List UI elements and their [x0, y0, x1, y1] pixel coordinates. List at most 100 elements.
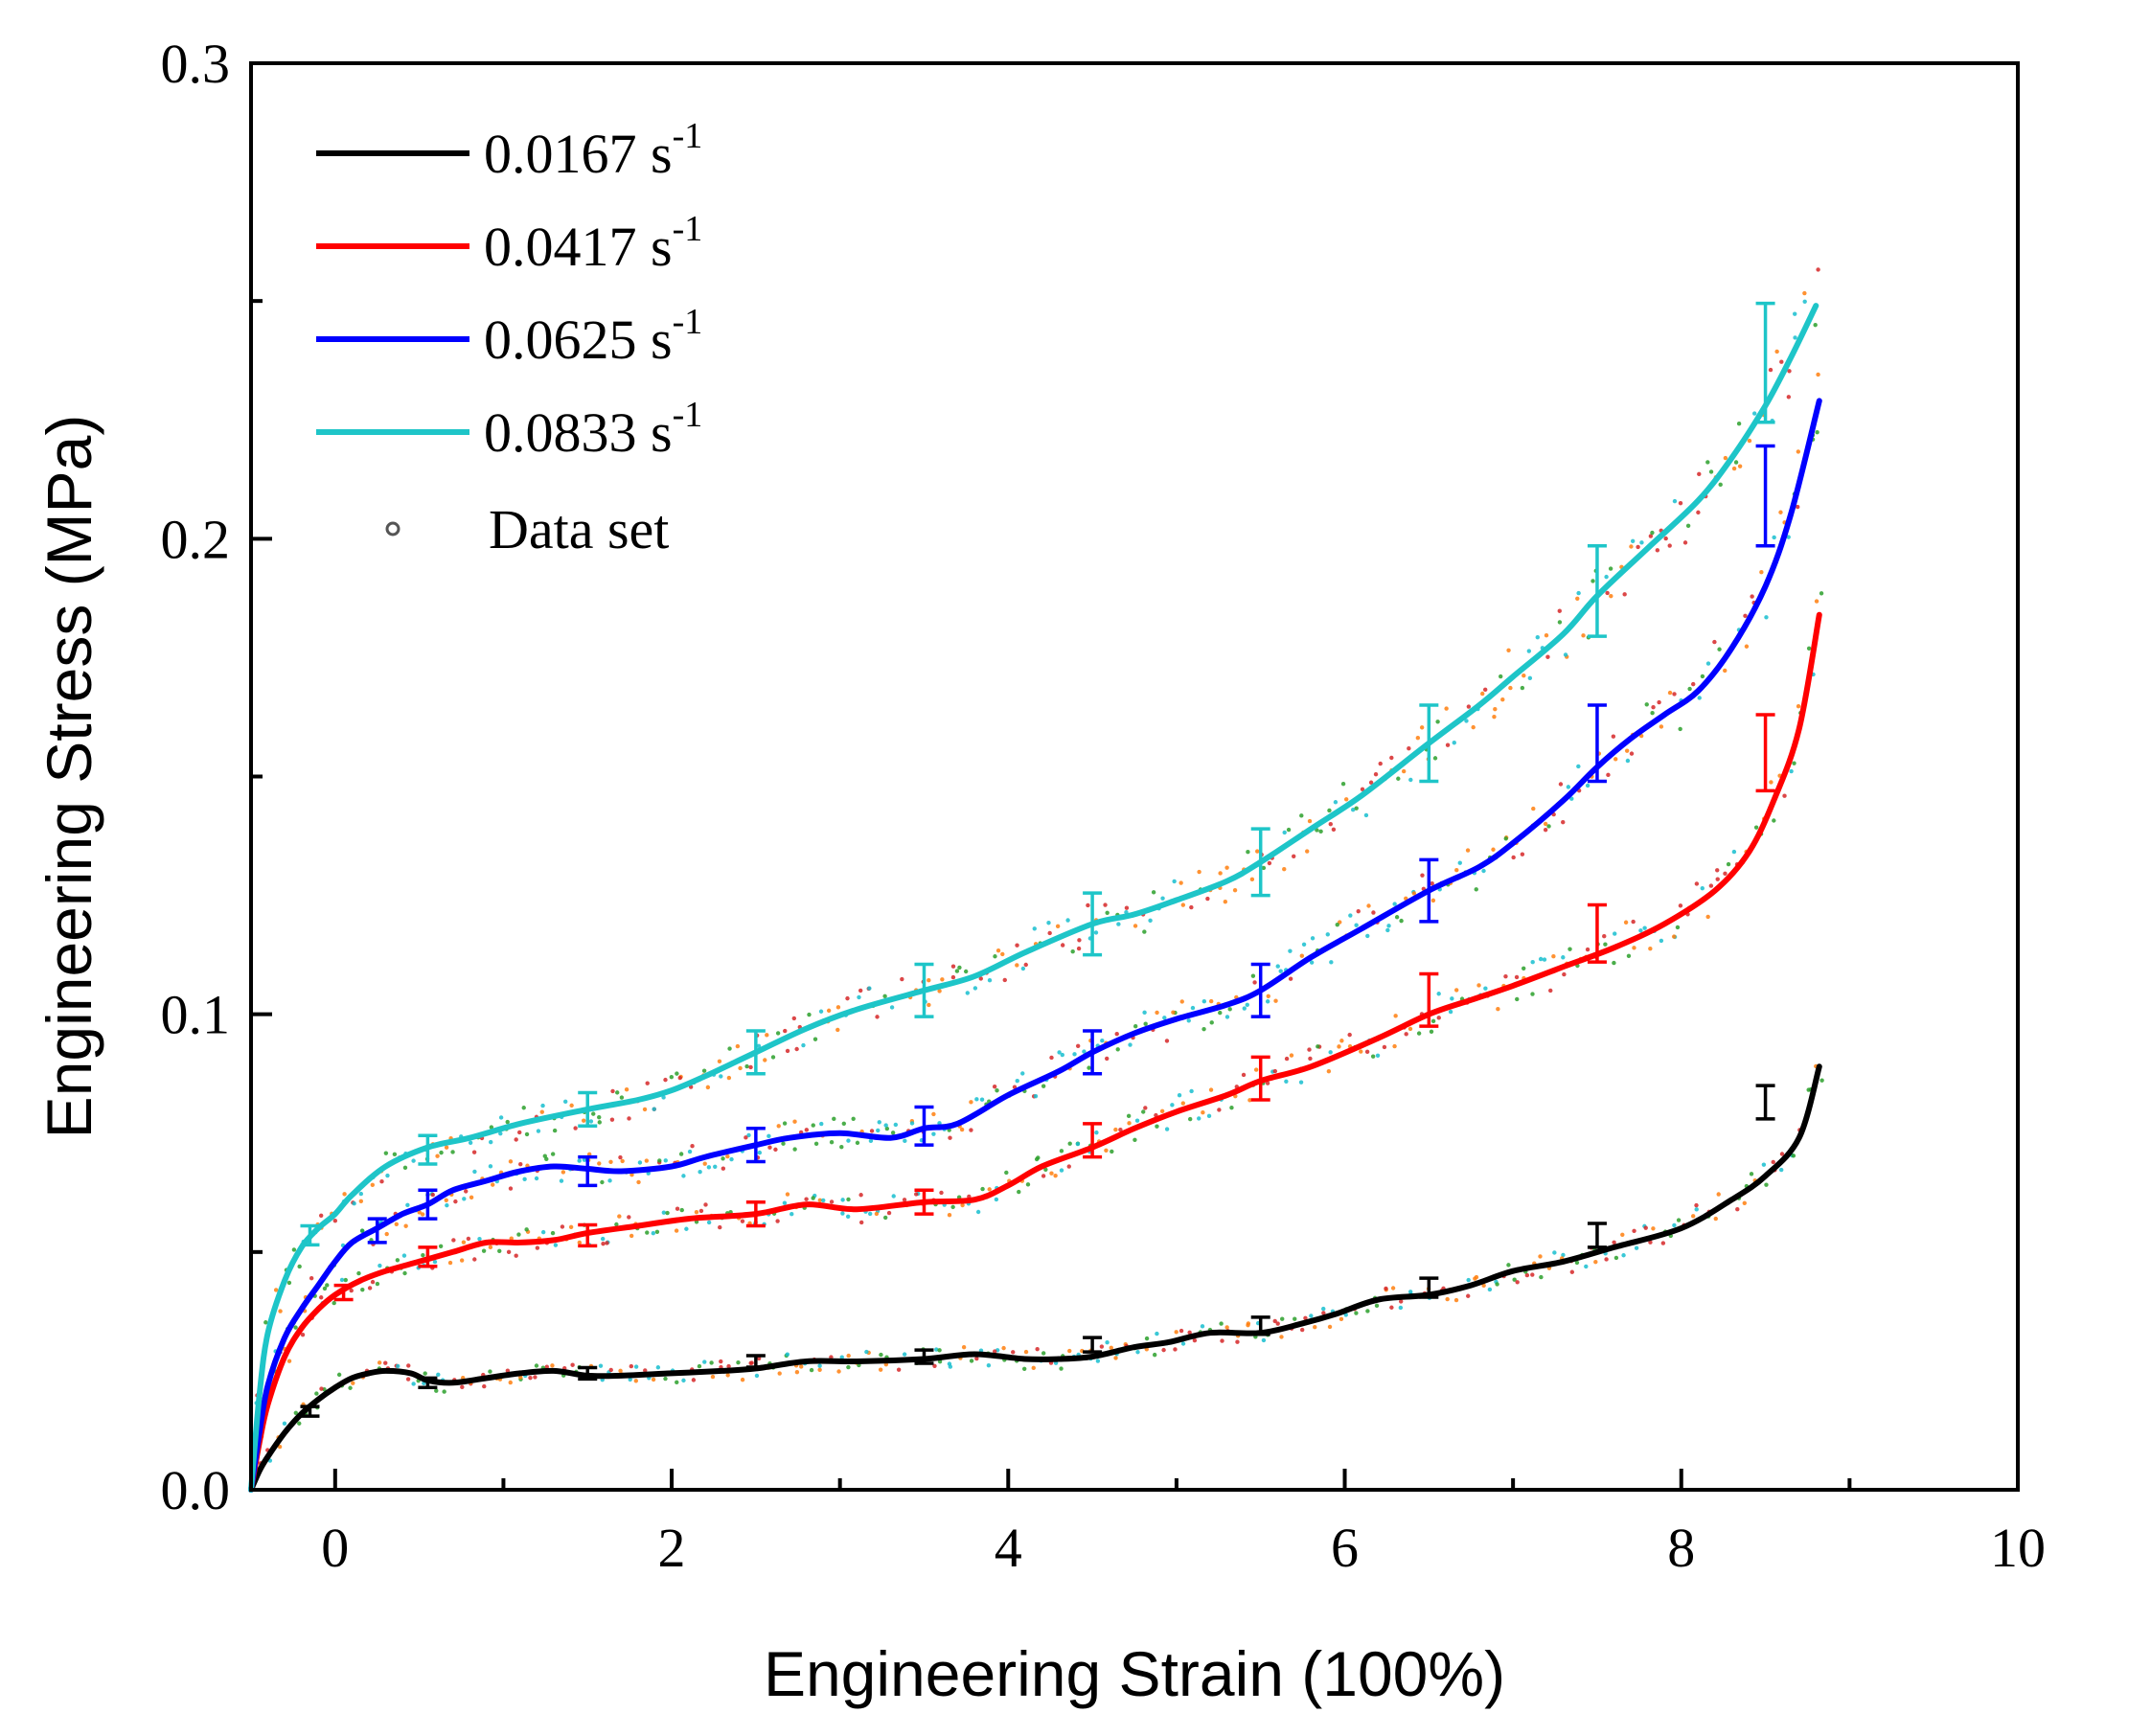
data-set-point: [358, 1199, 364, 1203]
data-set-point: [1538, 956, 1544, 962]
data-set-point: [1151, 890, 1156, 895]
error-bar: [1083, 1029, 1103, 1076]
data-set-point: [561, 1170, 566, 1175]
error-bar: [914, 1188, 934, 1216]
data-set-point: [1350, 808, 1356, 812]
data-set-point: [1255, 849, 1260, 854]
data-set-point: [1067, 1348, 1072, 1354]
data-set-point: [1796, 449, 1801, 454]
data-set-point: [1567, 947, 1572, 951]
data-set-point: [542, 1154, 547, 1158]
data-set-point: [1354, 806, 1359, 811]
data-set-point: [1261, 1337, 1267, 1343]
data-set-point: [1174, 1330, 1178, 1335]
data-set-point: [273, 1288, 279, 1292]
data-set-point: [1043, 1167, 1048, 1172]
data-set-point: [1764, 615, 1769, 620]
data-set-point: [1116, 922, 1121, 926]
data-set-point: [1802, 299, 1807, 304]
data-set-point: [1272, 1318, 1277, 1324]
data-set-point: [1114, 1031, 1119, 1037]
data-set-point: [651, 1231, 656, 1236]
data-set-point: [817, 1198, 823, 1203]
data-set-point: [1082, 1049, 1087, 1054]
data-set-point: [1292, 854, 1296, 858]
legend-label: Data set: [489, 498, 669, 560]
data-set-point: [657, 1158, 662, 1163]
data-set-point: [1364, 1049, 1370, 1055]
data-set-point: [471, 1150, 477, 1154]
data-set-point: [489, 1139, 493, 1145]
data-set-point: [569, 1103, 574, 1108]
data-set-point: [1515, 996, 1520, 1002]
data-set-point: [402, 1165, 408, 1171]
data-set-point: [979, 1097, 985, 1102]
data-set-point: [573, 1126, 578, 1131]
data-set-point: [607, 1178, 612, 1183]
data-set-point: [937, 1348, 942, 1353]
data-set-point: [438, 1244, 444, 1248]
data-set-point: [1065, 918, 1070, 923]
data-set-point: [1004, 1170, 1009, 1176]
data-set-point: [1252, 980, 1257, 985]
data-set-point: [1708, 883, 1714, 888]
data-set-point: [1000, 951, 1005, 957]
data-set-point: [618, 1154, 623, 1160]
data-set-point: [383, 1360, 388, 1365]
data-set-point: [1392, 1043, 1397, 1049]
legend-item-0: 0.0167 s-1: [316, 116, 702, 185]
data-set-point: [1235, 1339, 1240, 1344]
y-axis-title: Engineering Stress (MPa): [34, 415, 104, 1139]
data-set-point: [777, 1371, 782, 1376]
data-set-point: [356, 1270, 361, 1276]
series-line-0: [248, 1063, 1822, 1493]
data-set-point: [1782, 793, 1787, 798]
data-set-point: [890, 1131, 896, 1135]
data-set-point: [1634, 1245, 1639, 1250]
data-set-point: [343, 1277, 348, 1283]
data-set-point: [286, 1280, 292, 1286]
data-set-point: [1105, 1056, 1110, 1062]
data-set-point: [1604, 574, 1609, 580]
data-set-point: [342, 1192, 347, 1197]
data-set-point: [973, 986, 978, 991]
data-set-point: [1002, 977, 1007, 983]
data-set-point: [969, 1128, 973, 1132]
data-set-point: [1049, 1055, 1054, 1061]
data-set-point: [348, 1385, 353, 1390]
data-set-point: [1246, 1322, 1250, 1328]
data-set-point: [1678, 903, 1683, 908]
data-set-point: [508, 1159, 514, 1164]
data-set-point: [1581, 633, 1586, 638]
data-set-point: [461, 1240, 467, 1245]
data-set-point: [367, 1286, 373, 1291]
data-set-point: [1520, 852, 1525, 857]
data-set-point: [1415, 736, 1421, 741]
data-set-point: [1774, 349, 1779, 354]
data-set-point: [629, 1363, 634, 1369]
data-set-point: [451, 1238, 456, 1243]
data-set-point: [375, 1281, 380, 1287]
data-set-point: [497, 1248, 502, 1253]
data-set-point: [1585, 947, 1590, 952]
data-set-point: [1792, 761, 1796, 765]
data-set-point: [1347, 1032, 1352, 1038]
data-set-point: [627, 1215, 631, 1220]
error-bar: [578, 1222, 598, 1248]
data-set-point: [488, 1164, 493, 1169]
data-set-point: [1648, 946, 1653, 951]
data-set-point: [1328, 1050, 1333, 1055]
data-set-point: [377, 1360, 382, 1365]
data-set-point: [1584, 1264, 1589, 1269]
data-set-point: [462, 1197, 467, 1201]
data-set-point: [394, 1222, 399, 1227]
data-set-point: [637, 1160, 643, 1165]
data-set-point: [1512, 1277, 1517, 1282]
data-set-point: [663, 1376, 668, 1382]
data-set-point: [846, 1197, 851, 1202]
data-set-point: [1751, 411, 1757, 416]
data-set-point: [1655, 548, 1660, 553]
data-set-point: [705, 1085, 711, 1090]
data-set-point: [1278, 969, 1283, 973]
data-set-point: [826, 1008, 832, 1014]
